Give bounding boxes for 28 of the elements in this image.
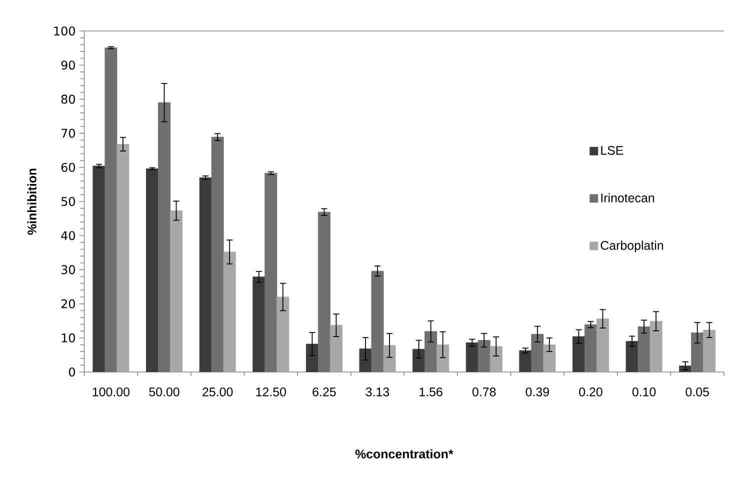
x-tick-label: 50.00 (149, 388, 180, 396)
x-tick-label: 6.25 (312, 388, 336, 396)
y-tick-label: 40 (61, 231, 75, 240)
x-tick-label: 12.50 (256, 388, 286, 396)
x-tick-label: 0.20 (579, 388, 602, 396)
x-axis-title: %concentration* (355, 449, 454, 458)
y-tick-label: 10 (62, 333, 75, 342)
y-tick-label: 20 (61, 299, 75, 308)
legend-label: LSE (601, 146, 624, 155)
y-tick-label: 100 (54, 26, 75, 36)
y-axis-title: %inhibition (27, 168, 36, 235)
x-tick-label: 100.00 (92, 388, 130, 396)
x-tick-label: 3.13 (366, 388, 390, 396)
legend-label: Irinotecan (601, 193, 654, 202)
y-tick-label: 0 (68, 367, 75, 377)
y-tick-label: 90 (61, 60, 75, 70)
y-tick-label: 30 (61, 265, 75, 274)
x-tick-label: 0.05 (686, 388, 709, 396)
x-tick-label: 0.78 (472, 388, 496, 396)
y-tick-label: 50 (61, 196, 75, 206)
x-tick-label: 0.39 (526, 388, 549, 396)
y-tick-label: 70 (62, 128, 75, 138)
x-tick-label: 0.10 (632, 388, 656, 396)
x-tick-label: 25.00 (202, 388, 233, 396)
x-tick-label: 1.56 (420, 388, 442, 396)
y-tick-label: 80 (61, 94, 75, 104)
legend-label: Carboplatin (600, 240, 664, 252)
y-tick-label: 60 (61, 162, 75, 172)
